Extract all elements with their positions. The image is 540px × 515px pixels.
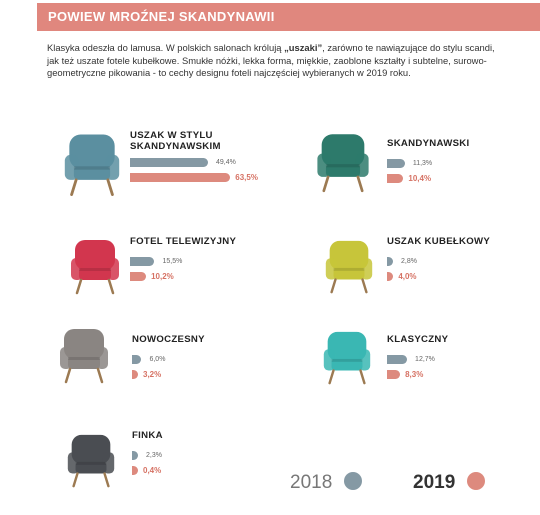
bar-2019 — [130, 272, 147, 281]
bar-2019 — [387, 174, 404, 183]
intro-highlight: „uszaki” — [284, 42, 323, 53]
category-label: USZAK W STYLU SKANDYNAWSKIM — [130, 130, 221, 152]
value-label-2018: 6,0% — [149, 356, 166, 363]
category-label: KLASYCZNY — [387, 334, 449, 345]
bar-2019 — [387, 370, 401, 379]
legend-2018-dot — [344, 472, 362, 490]
value-label-2019: 3,2% — [143, 370, 162, 379]
header-banner: POWIEW MROŹNEJ SKANDYNAWII — [37, 3, 540, 31]
recliner-red-icon — [65, 232, 125, 305]
bucket-chair-yellow-icon — [320, 232, 378, 305]
value-label-2018: 11,3% — [412, 160, 433, 167]
armchair-green-icon — [307, 130, 379, 199]
bar-2019 — [132, 466, 138, 475]
page-title: POWIEW MROŹNEJ SKANDYNAWII — [48, 9, 275, 24]
category-label: FOTEL TELEWIZYJNY — [130, 236, 237, 247]
value-label-2019: 0,4% — [143, 466, 162, 475]
value-label-2018: 15,5% — [162, 258, 183, 265]
value-label-2019: 4,0% — [398, 272, 417, 281]
category-label: FINKA — [132, 430, 163, 441]
modern-chair-grey-icon — [50, 325, 118, 390]
bar-2019 — [130, 173, 231, 182]
value-label-2019: 63,5% — [235, 173, 258, 182]
bar-2018 — [130, 257, 155, 266]
value-label-2018: 49,4% — [216, 159, 236, 166]
value-label-2019: 8,3% — [405, 370, 424, 379]
category-label: NOWOCZESNY — [132, 334, 205, 345]
bar-2019 — [387, 272, 394, 281]
classic-chair-teal-icon — [312, 328, 382, 391]
bar-2018 — [132, 355, 142, 364]
value-label-2018: 12,7% — [415, 356, 435, 363]
bar-2019 — [132, 370, 138, 379]
legend-2018-label: 2018 — [290, 472, 333, 493]
category-label: USZAK KUBEŁKOWY — [387, 236, 491, 247]
legend-2019-dot — [467, 472, 485, 490]
value-label-2019: 10,2% — [151, 272, 174, 281]
bar-2018 — [387, 355, 408, 364]
category-label: SKANDYNAWSKI — [387, 138, 470, 149]
bar-2018 — [132, 451, 138, 460]
intro-text-1: Klasyka odeszła do lamusa. W polskich sa… — [47, 42, 285, 53]
intro-paragraph: Klasyka odeszła do lamusa. W polskich sa… — [47, 42, 502, 80]
value-label-2018: 2,8% — [401, 258, 417, 265]
value-label-2019: 10,4% — [408, 174, 432, 183]
bar-2018 — [130, 158, 208, 167]
finka-chair-dark-icon — [62, 425, 120, 500]
wingback-chair-blue-icon — [57, 130, 127, 203]
intro-text-2: , zarówno te nawiązujące do stylu scandi… — [47, 42, 495, 79]
bar-2018 — [387, 159, 405, 168]
value-label-2018: 2,3% — [146, 452, 162, 459]
bar-2018 — [387, 257, 393, 266]
legend-2019-label: 2019 — [413, 472, 456, 493]
